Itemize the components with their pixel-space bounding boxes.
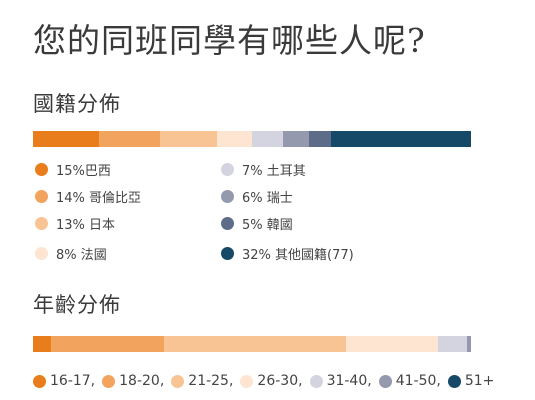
age-legend-18-20: 18-20, <box>102 373 164 389</box>
legend-item-korea: 5% 韓國 <box>221 214 293 233</box>
legend-dot-icon <box>35 247 48 260</box>
legend-dot-icon <box>35 163 48 176</box>
legend-dot-icon <box>35 190 48 203</box>
age-legend-41-50: 41-50, <box>378 373 441 389</box>
legend-dot-icon <box>221 217 234 230</box>
age-bar-segment-5 <box>466 336 471 352</box>
nationality-bar-segment-6 <box>308 131 331 147</box>
age-legend-26-30: 26-30, <box>240 373 303 389</box>
nationality-bar-segment-1 <box>98 131 160 147</box>
legend-dot-icon <box>221 247 234 260</box>
nationality-stacked-bar <box>33 131 471 147</box>
age-legend-21-25: 21-25, <box>171 373 233 389</box>
legend-item-turkey: 7% 土耳其 <box>221 160 306 179</box>
nationality-bar-segment-3 <box>216 131 252 147</box>
age-legend-51-plus: 51+ <box>447 373 495 389</box>
age-legend-31-40: 31-40, <box>309 373 372 389</box>
legend-label: 41-50, <box>395 373 441 389</box>
age-bar-segment-2 <box>164 336 347 352</box>
legend-item-brazil: 15%巴西 <box>35 160 111 179</box>
legend-label: 31-40, <box>326 373 372 389</box>
legend-item-other: 32% 其他國籍(77) <box>221 244 354 263</box>
nationality-bar-segment-5 <box>282 131 309 147</box>
page-title: 您的同班同學有哪些人呢? <box>33 21 426 60</box>
nationality-bar-segment-0 <box>33 131 99 147</box>
age-bar-segment-4 <box>438 336 467 352</box>
legend-label: 21-25, <box>188 373 234 389</box>
nationality-bar-segment-2 <box>160 131 217 147</box>
legend-dot-icon <box>102 374 116 388</box>
legend-item-japan: 13% 日本 <box>35 214 115 233</box>
nationality-bar-segment-7 <box>330 131 471 147</box>
legend-dot-icon <box>309 374 323 388</box>
age-section-title: 年齡分佈 <box>33 293 121 317</box>
legend-dot-icon <box>378 374 392 388</box>
legend-label: 51+ <box>464 373 495 389</box>
legend-dot-icon <box>221 163 234 176</box>
age-legend: 16-17, 18-20, 21-25, 26-30, 31-40, 41-50… <box>33 373 501 389</box>
legend-dot-icon <box>171 374 185 388</box>
legend-label: 7% 土耳其 <box>242 164 306 179</box>
age-bar-segment-1 <box>50 336 165 352</box>
legend-item-switzerland: 6% 瑞士 <box>221 187 293 206</box>
legend-label: 13% 日本 <box>56 218 116 233</box>
legend-dot-icon <box>240 374 254 388</box>
legend-label: 16-17, <box>50 373 96 389</box>
age-stacked-bar <box>33 336 471 352</box>
nationality-bar-segment-4 <box>251 131 283 147</box>
legend-label: 14% 哥倫比亞 <box>56 191 142 206</box>
legend-label: 15%巴西 <box>56 164 111 179</box>
age-bar-segment-3 <box>346 336 439 352</box>
legend-label: 32% 其他國籍(77) <box>242 248 354 263</box>
legend-item-colombia: 14% 哥倫比亞 <box>35 187 141 206</box>
legend-label: 8% 法國 <box>56 248 107 263</box>
legend-dot-icon <box>221 190 234 203</box>
legend-label: 18-20, <box>119 373 165 389</box>
nationality-section-title: 國籍分佈 <box>33 92 121 116</box>
age-legend-16-17: 16-17, <box>33 373 95 389</box>
legend-label: 6% 瑞士 <box>242 191 293 206</box>
age-bar-segment-0 <box>33 336 51 352</box>
legend-dot-icon <box>33 374 46 388</box>
legend-item-france: 8% 法國 <box>35 244 107 263</box>
legend-dot-icon <box>35 217 48 230</box>
legend-label: 5% 韓國 <box>242 218 293 233</box>
legend-dot-icon <box>447 374 461 388</box>
legend-label: 26-30, <box>257 373 303 389</box>
